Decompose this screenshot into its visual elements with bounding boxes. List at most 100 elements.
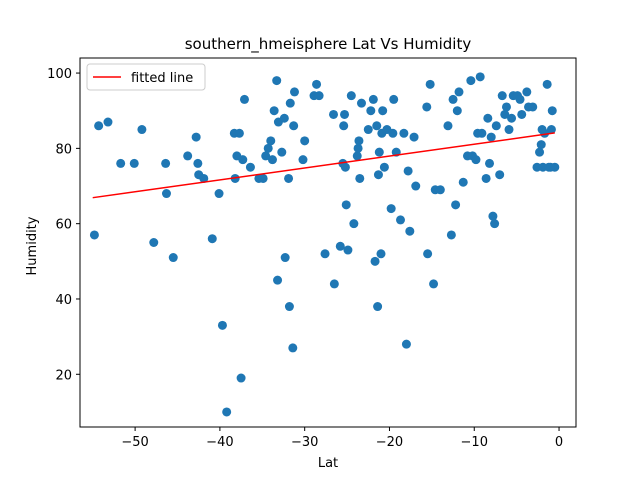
data-point: [258, 173, 268, 183]
data-point: [234, 128, 244, 138]
data-point: [497, 91, 507, 101]
data-point: [346, 91, 356, 101]
data-point: [483, 113, 493, 123]
data-point: [273, 275, 283, 285]
data-point: [386, 204, 396, 214]
plot-frame: [79, 57, 577, 428]
x-tick-label: −10: [461, 435, 488, 450]
data-point: [490, 219, 500, 229]
x-tick-label: −40: [206, 435, 233, 450]
fitted-line: [92, 132, 555, 199]
data-point: [363, 125, 373, 135]
data-point: [341, 200, 351, 210]
data-point: [263, 143, 273, 153]
data-point: [504, 125, 514, 135]
data-point: [542, 79, 552, 89]
chart-title: southern_hmeisphere Lat Vs Humidity: [185, 35, 472, 54]
data-point: [388, 128, 398, 138]
y-tick-label: 20: [55, 368, 72, 383]
data-point: [266, 136, 276, 146]
data-point: [222, 407, 232, 417]
data-point: [448, 94, 458, 104]
data-point: [199, 173, 209, 183]
data-point: [536, 140, 546, 150]
legend-box: [86, 63, 206, 91]
data-point: [340, 162, 350, 172]
data-point: [236, 373, 246, 383]
data-point: [435, 185, 445, 195]
data-point: [488, 211, 498, 221]
data-point: [149, 238, 159, 247]
data-point: [191, 132, 201, 142]
data-point: [378, 106, 388, 116]
data-point: [356, 98, 366, 108]
data-point: [458, 177, 468, 187]
x-tick-label: −20: [376, 435, 403, 450]
data-point: [466, 76, 476, 86]
data-point: [340, 109, 350, 119]
y-axis-label: Humidity: [25, 216, 40, 275]
data-point: [207, 234, 217, 244]
data-point: [368, 94, 378, 104]
data-point: [339, 121, 349, 131]
data-point: [261, 151, 271, 161]
data-point: [471, 155, 481, 165]
data-point: [349, 219, 359, 229]
data-point: [475, 72, 485, 82]
data-point: [89, 230, 99, 240]
data-point: [183, 151, 193, 161]
data-point: [279, 113, 289, 123]
data-point: [507, 113, 517, 123]
data-point: [401, 339, 411, 349]
data-point: [300, 136, 310, 146]
data-point: [451, 200, 461, 210]
data-point: [403, 166, 413, 176]
data-point: [389, 94, 399, 104]
data-point: [411, 181, 421, 191]
y-tick-label: 40: [55, 293, 72, 308]
data-point: [500, 109, 510, 119]
x-axis-label: Lat: [318, 456, 338, 471]
data-point: [485, 158, 495, 168]
data-point: [477, 128, 487, 138]
data-point: [272, 76, 282, 86]
data-point: [284, 173, 294, 183]
data-point: [366, 106, 376, 116]
data-point: [352, 151, 362, 161]
data-point: [129, 158, 139, 168]
fitted-line-layer: [92, 132, 555, 199]
x-tick-label: −50: [121, 435, 148, 450]
data-point: [372, 121, 382, 131]
data-point: [355, 173, 365, 183]
data-point: [137, 125, 147, 135]
data-point: [353, 143, 363, 153]
scatter-points: [89, 72, 560, 417]
data-point: [481, 173, 491, 183]
data-point: [376, 249, 386, 259]
data-point: [423, 249, 433, 259]
data-point: [443, 121, 453, 131]
data-point: [161, 158, 171, 168]
axes: −50 −40 −30 −20 −10 0 20 40 60 80 100: [47, 57, 577, 450]
data-point: [486, 132, 496, 142]
data-point: [168, 253, 178, 263]
data-point: [277, 147, 287, 157]
data-point: [422, 102, 432, 112]
data-point: [547, 106, 557, 116]
data-point: [454, 87, 464, 97]
data-point: [546, 125, 556, 135]
data-point: [374, 147, 384, 157]
data-point: [546, 162, 556, 172]
data-point: [214, 189, 224, 199]
data-point: [269, 106, 279, 116]
data-point: [537, 125, 547, 135]
data-point: [399, 128, 409, 138]
data-point: [409, 132, 419, 142]
data-point: [320, 249, 330, 259]
data-point: [517, 109, 527, 119]
data-point: [446, 230, 456, 240]
data-point: [230, 173, 240, 183]
data-point: [314, 91, 324, 101]
data-point: [103, 117, 113, 127]
